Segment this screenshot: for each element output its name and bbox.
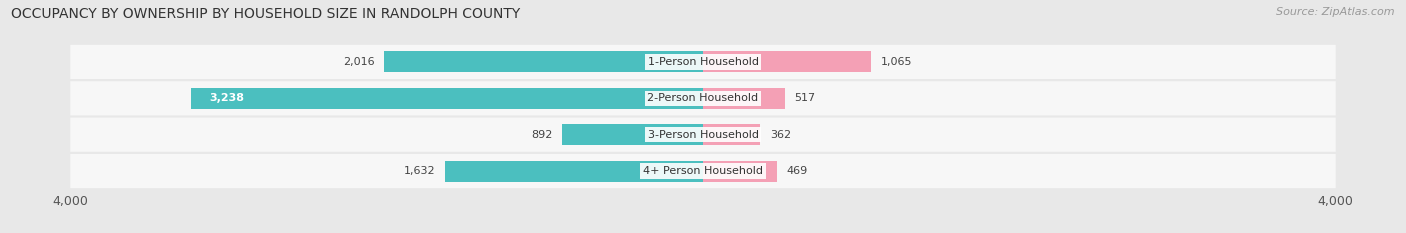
Bar (703, 161, 778, 182)
Text: Source: ZipAtlas.com: Source: ZipAtlas.com (1277, 7, 1395, 17)
Text: OCCUPANCY BY OWNERSHIP BY HOUSEHOLD SIZE IN RANDOLPH COUNTY: OCCUPANCY BY OWNERSHIP BY HOUSEHOLD SIZE… (11, 7, 520, 21)
Bar (384, 51, 703, 72)
Text: 469: 469 (787, 166, 808, 176)
Text: 517: 517 (794, 93, 815, 103)
Bar (703, 124, 761, 145)
Text: 2-Person Household: 2-Person Household (647, 93, 759, 103)
Text: 4+ Person Household: 4+ Person Household (643, 166, 763, 176)
Text: 3-Person Household: 3-Person Household (648, 130, 758, 140)
Text: 362: 362 (769, 130, 790, 140)
Text: 1-Person Household: 1-Person Household (648, 57, 758, 67)
Bar (562, 124, 703, 145)
Text: 1,065: 1,065 (882, 57, 912, 67)
Text: 892: 892 (531, 130, 553, 140)
Bar (703, 88, 785, 109)
FancyBboxPatch shape (70, 154, 1336, 188)
Bar (703, 51, 872, 72)
Bar (191, 88, 703, 109)
FancyBboxPatch shape (70, 45, 1336, 79)
Text: 3,238: 3,238 (209, 93, 245, 103)
FancyBboxPatch shape (70, 118, 1336, 152)
Bar (444, 161, 703, 182)
Text: 2,016: 2,016 (343, 57, 374, 67)
FancyBboxPatch shape (70, 81, 1336, 115)
Text: 1,632: 1,632 (404, 166, 436, 176)
